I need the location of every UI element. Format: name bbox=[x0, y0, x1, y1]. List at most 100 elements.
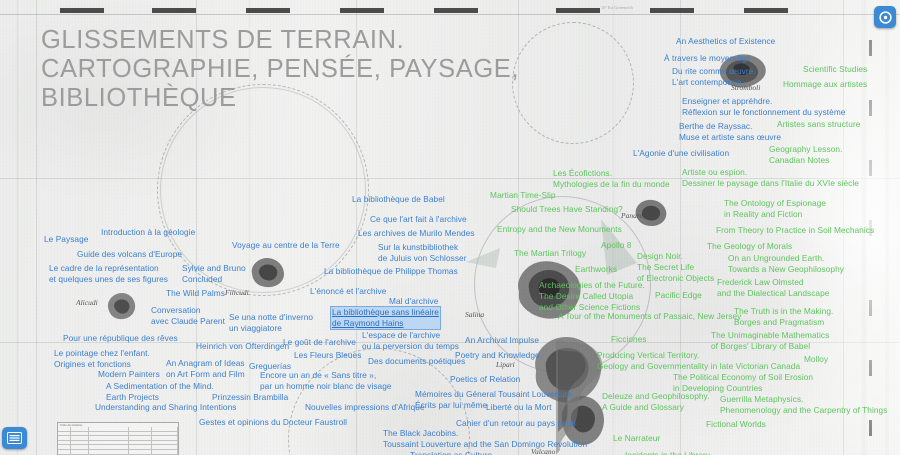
entry-label-green[interactable]: Scientific Studies bbox=[803, 64, 868, 74]
entry-label-green[interactable]: A Tour of the Monuments of Passaic, New … bbox=[558, 311, 742, 321]
entry-label-green[interactable]: From Theory to Practice in Soil Mechanic… bbox=[716, 225, 875, 235]
entry-label-blue[interactable]: Le pointage chez l'enfant. Origines et f… bbox=[54, 348, 150, 370]
entry-label-blue[interactable]: Le Paysage bbox=[44, 234, 89, 244]
map-margin-tick bbox=[60, 8, 104, 13]
entry-label-green[interactable]: Entropy and the New Monuments bbox=[497, 224, 622, 234]
map-toponym: Salina bbox=[465, 310, 485, 319]
entry-label-blue[interactable]: Sur la kunstbibliothek de Juluis von Sch… bbox=[378, 242, 467, 264]
entry-label-blue[interactable]: Mémoires du Géneral Tousaint Louverture.… bbox=[415, 389, 575, 411]
map-margin-tick bbox=[434, 8, 478, 13]
scan-crease bbox=[16, 0, 19, 455]
entry-label-green[interactable]: The Unimaginable Mathematics of Borges' … bbox=[711, 330, 830, 352]
map-toponym: Lipari bbox=[496, 360, 515, 369]
entry-label-blue[interactable]: Du rite comme œuvre. L'art contemporain bbox=[672, 66, 756, 88]
entry-label-green[interactable]: Artistes sans structure bbox=[777, 119, 861, 129]
entry-label-green[interactable]: Deleuze and Geophilosophy. A Guide and G… bbox=[602, 391, 710, 413]
map-margin-tick bbox=[869, 40, 872, 56]
entry-label-blue[interactable]: The Black Jacobins. Toussaint Louverture… bbox=[383, 428, 588, 450]
entry-label-green[interactable]: Earthworks bbox=[575, 264, 618, 274]
entry-label-green[interactable]: Artiste ou espion. Dessiner le paysage d… bbox=[682, 167, 859, 189]
map-margin-tick bbox=[869, 300, 872, 316]
entry-label-green[interactable]: Frederick Law Olmsted and the Dialectica… bbox=[717, 277, 830, 299]
entry-label-green[interactable]: Guerrilla Metaphysics. Phenomenology and… bbox=[720, 394, 888, 416]
entry-label-green[interactable]: Apollo 8 bbox=[601, 240, 632, 250]
entry-label-blue[interactable]: Liberté ou la Mort bbox=[486, 402, 552, 412]
entry-label-blue[interactable]: Understanding and Sharing Intentions bbox=[95, 402, 237, 412]
entry-label-blue[interactable]: Les Fleurs Bleues bbox=[294, 350, 362, 360]
entry-label-green[interactable]: Incidents in the Library, bbox=[625, 450, 712, 455]
entry-label-green[interactable]: Producing Vertical Territory. Geology an… bbox=[597, 350, 801, 372]
entry-label-blue[interactable]: À travers le moyen-âge bbox=[664, 53, 752, 63]
entry-label-green[interactable]: Les Écofictions. Mythologies de la fin d… bbox=[553, 168, 670, 190]
map-margin-tick bbox=[340, 8, 384, 13]
entry-label-green[interactable]: The Political Economy of Soil Erosion in… bbox=[673, 372, 814, 394]
entry-label-blue[interactable]: Se una notte d'inverno un viaggiatore bbox=[229, 312, 314, 334]
entry-label-blue[interactable]: Ce que l'art fait à l'archive bbox=[370, 214, 467, 224]
map-margin-tick bbox=[246, 8, 290, 13]
entry-label-blue[interactable]: Introduction à la géologie bbox=[101, 227, 196, 237]
entry-label-blue[interactable]: Heinrich von Ofterdingen bbox=[196, 341, 290, 351]
map-legend-table: Table des matières bbox=[57, 422, 179, 455]
entry-label-green[interactable]: The Truth is in the Making. Borges and P… bbox=[734, 306, 834, 328]
map-margin-tick bbox=[152, 8, 196, 13]
entry-label-blue[interactable]: A Sedimentation of the Mind. Earth Proje… bbox=[106, 381, 214, 403]
entry-label-blue[interactable]: Prinzessin Brambilla bbox=[212, 392, 289, 402]
entry-label-green[interactable]: Should Trees Have Standing? bbox=[511, 204, 623, 214]
entry-label-blue[interactable]: Translation as Culture bbox=[410, 450, 493, 455]
page-title: GLISSEMENTS DE TERRAIN. CARTOGRAPHIE, PE… bbox=[41, 26, 520, 112]
entry-label-green[interactable]: Le Narrateur bbox=[613, 433, 661, 443]
entry-label-blue[interactable]: Sylvie and Bruno Concluded bbox=[182, 263, 246, 285]
entry-label-green[interactable]: Archaeologies of the Future. The Desire … bbox=[539, 280, 645, 313]
entry-label-blue[interactable]: Guide des volcans d'Europe bbox=[77, 249, 183, 259]
entry-label-blue[interactable]: Les archives de Murilo Mendes bbox=[358, 228, 475, 238]
entry-label-blue[interactable]: Encore un an de « Sans titre », par un h… bbox=[260, 370, 392, 392]
entry-label-blue[interactable]: Voyage au centre de la Terre bbox=[232, 240, 340, 250]
map-toponym: Alicudi bbox=[76, 298, 98, 307]
entry-label-blue[interactable]: Conversation avec Claude Parent bbox=[151, 305, 225, 327]
entry-label-blue[interactable]: The Wild Palms bbox=[166, 288, 225, 298]
entry-label-blue[interactable]: La bibliothèque de Babel bbox=[352, 194, 445, 204]
entry-label-blue[interactable]: Poetry and Knowledge bbox=[455, 350, 540, 360]
entry-label-blue[interactable]: Enseigner et appréhdre. Réflexion sur le… bbox=[682, 96, 846, 118]
entry-label-blue[interactable]: Le goût de l'archive bbox=[283, 337, 356, 347]
entry-label-blue[interactable]: Le cadre de la représentation et quelque… bbox=[49, 263, 169, 285]
list-button[interactable] bbox=[2, 427, 27, 449]
entry-label-blue[interactable]: Modern Painters bbox=[98, 369, 160, 379]
entry-label-blue[interactable]: L'Agonie d'une civilisation bbox=[633, 148, 730, 158]
map-toponym: Panarea bbox=[621, 211, 647, 220]
entry-label-blue[interactable]: An Aesthetics of Existence bbox=[676, 36, 776, 46]
map-margin-tick bbox=[650, 8, 694, 13]
entry-label-blue[interactable]: Berthe de Rayssac. Muse et artiste sans … bbox=[679, 121, 782, 143]
entry-label-blue[interactable]: L'énoncé et l'archive bbox=[310, 286, 387, 296]
entry-label-green[interactable]: Ficciones bbox=[611, 334, 647, 344]
entry-label-green[interactable]: Martian Time-Slip bbox=[490, 190, 556, 200]
entry-label-green[interactable]: The Ontology of Espionage in Reality and… bbox=[724, 198, 827, 220]
entry-label-green[interactable]: Pacific Edge bbox=[655, 290, 702, 300]
entry-label-blue[interactable]: An Anagram of Ideas on Art Form and Film bbox=[166, 358, 245, 380]
entry-label-blue[interactable]: Mal d'archive bbox=[389, 296, 439, 306]
entry-label-selected[interactable]: La bibliothèque sans linéaire de Raymond… bbox=[330, 305, 441, 331]
locate-button[interactable] bbox=[874, 6, 896, 28]
entry-label-blue[interactable]: Gestes et opinions du Docteur Faustroll bbox=[199, 417, 348, 427]
entry-label-green[interactable]: Hommage aux artistes bbox=[783, 79, 868, 89]
entry-label-blue[interactable]: Pour une république des rêves bbox=[63, 333, 178, 343]
entry-label-blue[interactable]: Cahier d'un retour au pays natal bbox=[456, 418, 576, 428]
compass-rose bbox=[512, 22, 634, 144]
shadow-cone bbox=[466, 248, 500, 268]
entry-label-green[interactable]: The Geology of Morals bbox=[707, 241, 793, 251]
entry-label-blue[interactable]: L'espace de l'archive ou la perversion d… bbox=[362, 330, 459, 352]
entry-label-blue[interactable]: Poetics of Relation bbox=[450, 374, 521, 384]
entry-label-blue[interactable]: An Archival Impulse bbox=[465, 335, 540, 345]
entry-label-blue[interactable]: Greguerías bbox=[249, 361, 292, 371]
entry-label-green[interactable]: Fictional Worlds bbox=[706, 419, 766, 429]
entry-label-blue[interactable]: La bibliothèque de Philippe Thomas bbox=[324, 266, 458, 276]
entry-label-green[interactable]: On an Ungrounded Earth. Towards a New Ge… bbox=[728, 253, 844, 275]
entry-label-green[interactable]: Design Noir. The Secret Life of Electron… bbox=[637, 251, 715, 284]
entry-label-green[interactable]: Geography Lesson. Canadian Notes bbox=[769, 144, 843, 166]
entry-label-blue[interactable]: Des documents poétiques bbox=[368, 356, 466, 366]
entry-label-blue[interactable]: Nouvelles impressions d'Afrique bbox=[305, 402, 425, 412]
entry-label-green[interactable]: The Martian Trilogy bbox=[514, 248, 587, 258]
map-toponym: Filicudi bbox=[225, 288, 249, 297]
map-margin-tick bbox=[869, 360, 872, 376]
